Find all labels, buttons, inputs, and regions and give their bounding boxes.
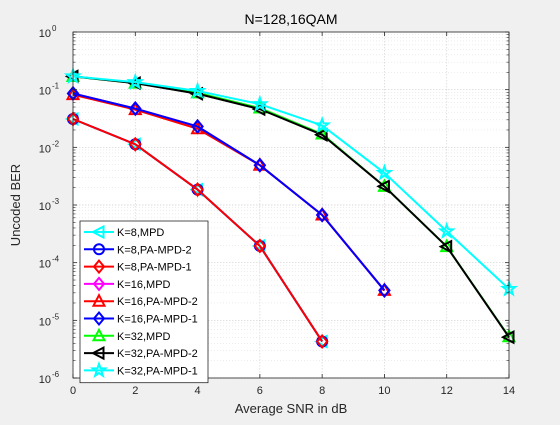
x-tick-label: 10 bbox=[378, 385, 390, 397]
y-tick-exponent: -3 bbox=[52, 197, 60, 206]
legend-label: K=16,PA-MPD-1 bbox=[117, 314, 198, 326]
series-point bbox=[315, 207, 329, 223]
series-point bbox=[126, 72, 145, 90]
series-point bbox=[375, 163, 394, 181]
series-point bbox=[500, 330, 515, 345]
y-tick-label: 10 -5 bbox=[39, 312, 60, 328]
legend-marker bbox=[92, 310, 106, 327]
series-point bbox=[315, 333, 329, 350]
legend-label: K=32,PA-MPD-2 bbox=[117, 348, 198, 360]
y-tick-base: 10 bbox=[39, 143, 51, 155]
legend-label: K=16,PA-MPD-2 bbox=[117, 296, 198, 308]
x-axis-label: Average SNR in dB bbox=[235, 401, 348, 416]
y-tick-base: 10 bbox=[39, 316, 51, 328]
legend-label: K=8,PA-MPD-1 bbox=[117, 262, 192, 274]
legend-entry: K=16,PA-MPD-1 bbox=[84, 310, 198, 327]
legend-marker bbox=[92, 276, 106, 292]
legend-entry: K=32,PA-MPD-1 bbox=[84, 360, 198, 379]
legend-entry: K=8,PA-MPD-1 bbox=[84, 259, 192, 275]
legend-marker bbox=[92, 259, 106, 275]
y-tick-exponent: -2 bbox=[52, 139, 60, 148]
legend-entry: K=32,MPD bbox=[84, 327, 171, 343]
series-point bbox=[191, 182, 204, 198]
legend: K=8,MPD K=8,PA-MPD-2 K=8,PA-MPD-1 K=16,MPD K… bbox=[79, 220, 209, 384]
y-tick-base: 10 bbox=[39, 259, 51, 271]
series-point bbox=[253, 238, 267, 254]
y-tick-label: 10 -6 bbox=[39, 370, 60, 386]
legend-label: K=8,MPD bbox=[117, 227, 164, 239]
legend-marker bbox=[89, 360, 109, 379]
series-point bbox=[378, 282, 391, 298]
series-point bbox=[376, 179, 390, 194]
legend-marker bbox=[91, 293, 107, 307]
y-tick-label: 10 -3 bbox=[39, 197, 60, 213]
series-point bbox=[128, 136, 142, 152]
y-tick-exponent: -4 bbox=[52, 255, 60, 264]
series-point bbox=[313, 127, 328, 142]
legend-marker bbox=[90, 224, 105, 240]
y-tick-exponent: 0 bbox=[52, 24, 57, 33]
x-tick-label: 12 bbox=[441, 385, 453, 397]
y-tick-exponent: -1 bbox=[52, 82, 60, 91]
legend-label: K=32,PA-MPD-1 bbox=[117, 365, 198, 377]
x-tick-label: 14 bbox=[503, 385, 515, 397]
y-tick-base: 10 bbox=[39, 86, 51, 98]
x-tick-label: 2 bbox=[132, 385, 138, 397]
series-line bbox=[72, 75, 510, 290]
x-tick-label: 0 bbox=[70, 385, 76, 397]
legend-label: K=16,MPD bbox=[117, 279, 171, 291]
x-tick-label: 6 bbox=[257, 385, 263, 397]
legend-entry: K=16,PA-MPD-2 bbox=[84, 293, 198, 308]
legend-entry: K=8,PA-MPD-2 bbox=[84, 243, 192, 256]
legend-entry: K=16,MPD bbox=[84, 276, 171, 292]
chart-title: N=128,16QAM bbox=[245, 11, 338, 27]
series-point bbox=[313, 115, 332, 134]
y-tick-label: 10 0 bbox=[39, 24, 57, 40]
y-tick-base: 10 bbox=[39, 374, 51, 386]
legend-marker bbox=[90, 345, 105, 361]
legend-entry: K=8,MPD bbox=[84, 224, 164, 240]
y-tick-exponent: -6 bbox=[52, 370, 60, 379]
legend-marker bbox=[91, 327, 107, 342]
series-point bbox=[250, 94, 269, 112]
series-point bbox=[188, 81, 207, 99]
series-point bbox=[438, 239, 453, 254]
x-tick-label: 4 bbox=[195, 385, 201, 397]
series-layer bbox=[63, 66, 519, 350]
series-point bbox=[253, 157, 267, 173]
y-tick-label: 10 -4 bbox=[39, 255, 60, 271]
y-tick-base: 10 bbox=[39, 28, 51, 40]
legend-label: K=8,PA-MPD-2 bbox=[117, 244, 192, 256]
y-tick-base: 10 bbox=[39, 201, 51, 213]
series-line bbox=[72, 92, 386, 292]
series-point bbox=[437, 221, 456, 240]
legend-label: K=32,MPD bbox=[117, 331, 171, 343]
series-line bbox=[72, 118, 323, 343]
series-line bbox=[72, 75, 510, 338]
legend-marker bbox=[93, 243, 105, 256]
y-tick-label: 10 -1 bbox=[39, 82, 60, 98]
series-point bbox=[128, 101, 142, 117]
y-tick-exponent: -5 bbox=[52, 312, 60, 321]
y-axis-label: Uncoded BER bbox=[8, 164, 23, 246]
series-point bbox=[191, 118, 204, 135]
y-tick-label: 10 -2 bbox=[39, 139, 60, 155]
x-tick-label: 8 bbox=[319, 385, 325, 397]
legend-entry: K=32,PA-MPD-2 bbox=[84, 345, 198, 361]
